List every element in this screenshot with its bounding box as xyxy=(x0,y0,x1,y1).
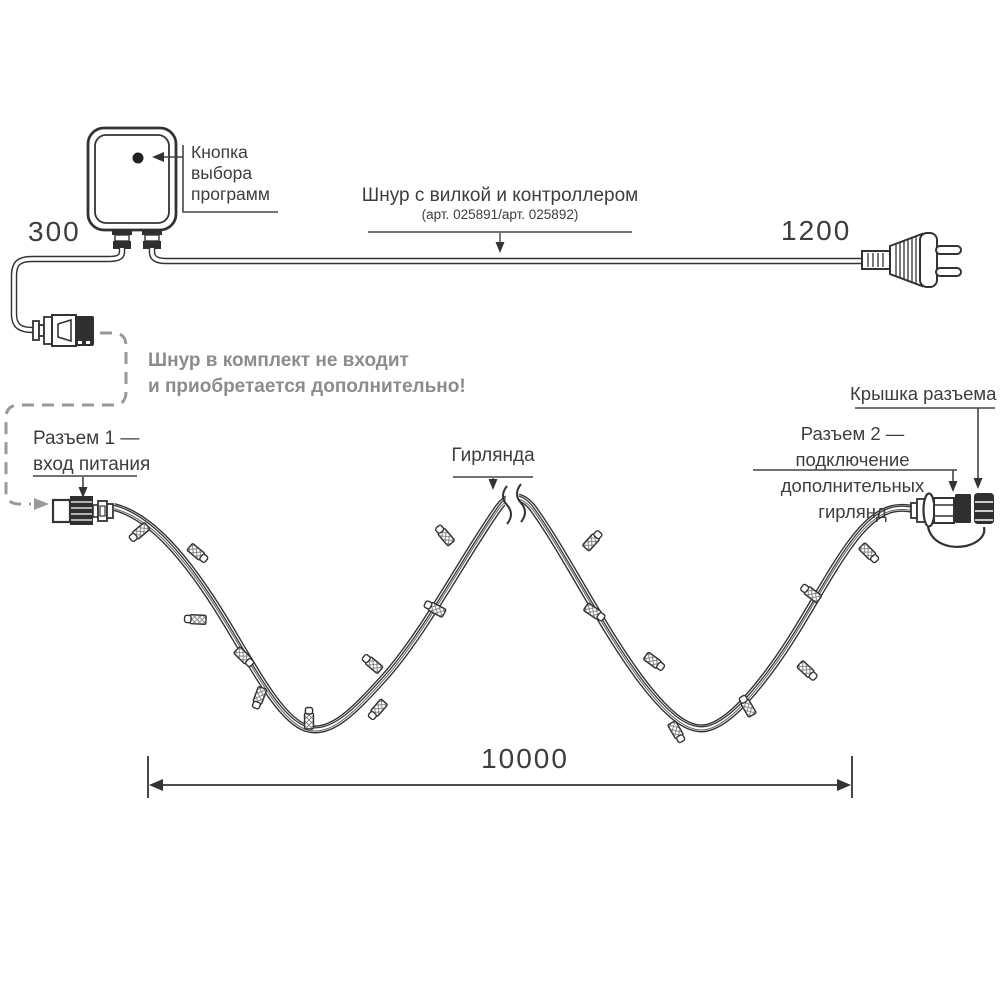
led-bulb xyxy=(581,528,605,552)
controller-box xyxy=(86,126,178,249)
connector1-label-line2: вход питания xyxy=(33,454,151,475)
led-bulb xyxy=(433,523,456,547)
led-bulb xyxy=(183,613,207,626)
garland-wire xyxy=(112,493,915,734)
connector-cap-label: Крышка разъема xyxy=(850,383,997,404)
led-bulb xyxy=(186,542,210,565)
wire-break-mark xyxy=(502,483,526,527)
cable-gland-left xyxy=(112,229,132,249)
dimension-arrow-left xyxy=(149,779,163,791)
connector2-label-line2: дополнительных гирлянд xyxy=(780,475,925,522)
program-button-label-line3: программ xyxy=(191,184,270,204)
led-bulb xyxy=(366,698,389,722)
plug-prong-bottom xyxy=(935,267,962,277)
dimension-10000 xyxy=(147,756,853,798)
power-cord xyxy=(148,248,863,265)
led-bulb xyxy=(250,685,268,711)
led-bulb xyxy=(303,706,315,730)
connector1-label: Разъем 1 — вход питания xyxy=(33,426,150,478)
left-cord xyxy=(10,248,126,334)
button-arrowhead xyxy=(152,152,164,162)
led-bulbs xyxy=(127,521,881,745)
program-select-button-dot xyxy=(132,152,144,164)
connector2-arrowhead xyxy=(948,481,958,492)
note-cord-not-included: Шнур в комплект не входит и приобретаетс… xyxy=(148,348,466,400)
connector2-plug xyxy=(955,494,971,523)
power-plug xyxy=(861,232,962,288)
cord-connector xyxy=(32,314,94,347)
output-connector-assembly xyxy=(910,492,994,548)
cap-arrowhead xyxy=(973,478,983,489)
connector2-label: Разъем 2 — подключение дополнительных ги… xyxy=(745,421,960,525)
button-leader-line xyxy=(162,145,278,213)
dimension-label-10000: 10000 xyxy=(481,743,569,774)
program-button-label: Кнопка выбора программ xyxy=(191,142,270,205)
garland-arrowhead xyxy=(488,479,498,490)
cord-title-block: Шнур с вилкой и контроллером (арт. 02589… xyxy=(350,185,650,223)
led-bulb xyxy=(127,521,151,544)
cord-title: Шнур с вилкой и контроллером xyxy=(361,185,639,206)
plug-prong-top xyxy=(935,245,962,255)
led-bulb xyxy=(642,651,667,673)
cord-article: (арт. 025891/арт. 025892) xyxy=(421,207,579,222)
cap-leader xyxy=(855,407,995,480)
connector2-label-line1: Разъем 2 — подключение xyxy=(795,423,910,470)
cap-lanyard xyxy=(926,526,986,548)
dimension-label-300: 300 xyxy=(28,216,81,247)
note-line1: Шнур в комплект не входит xyxy=(148,350,409,371)
led-bulb xyxy=(795,659,820,683)
note-line2: и приобретается дополнительно! xyxy=(148,376,466,397)
dimension-arrow-right xyxy=(837,779,851,791)
program-button-label-line2: выбора xyxy=(191,163,253,183)
led-bulb xyxy=(360,652,384,675)
dashed-route-arrowhead xyxy=(34,498,49,510)
garland-label: Гирлянда xyxy=(451,445,535,466)
cord-title-arrowhead xyxy=(495,242,505,253)
connector-cap xyxy=(974,493,994,524)
connector1-arrowhead xyxy=(78,487,88,498)
led-bulb xyxy=(857,541,881,565)
connector1-label-line1: Разъем 1 — xyxy=(33,428,140,449)
dimension-label-1200: 1200 xyxy=(781,215,852,246)
cable-gland-right xyxy=(142,229,162,249)
program-button-label-line1: Кнопка xyxy=(191,142,248,162)
garland-input-connector xyxy=(51,496,114,525)
dashed-route xyxy=(4,331,128,510)
